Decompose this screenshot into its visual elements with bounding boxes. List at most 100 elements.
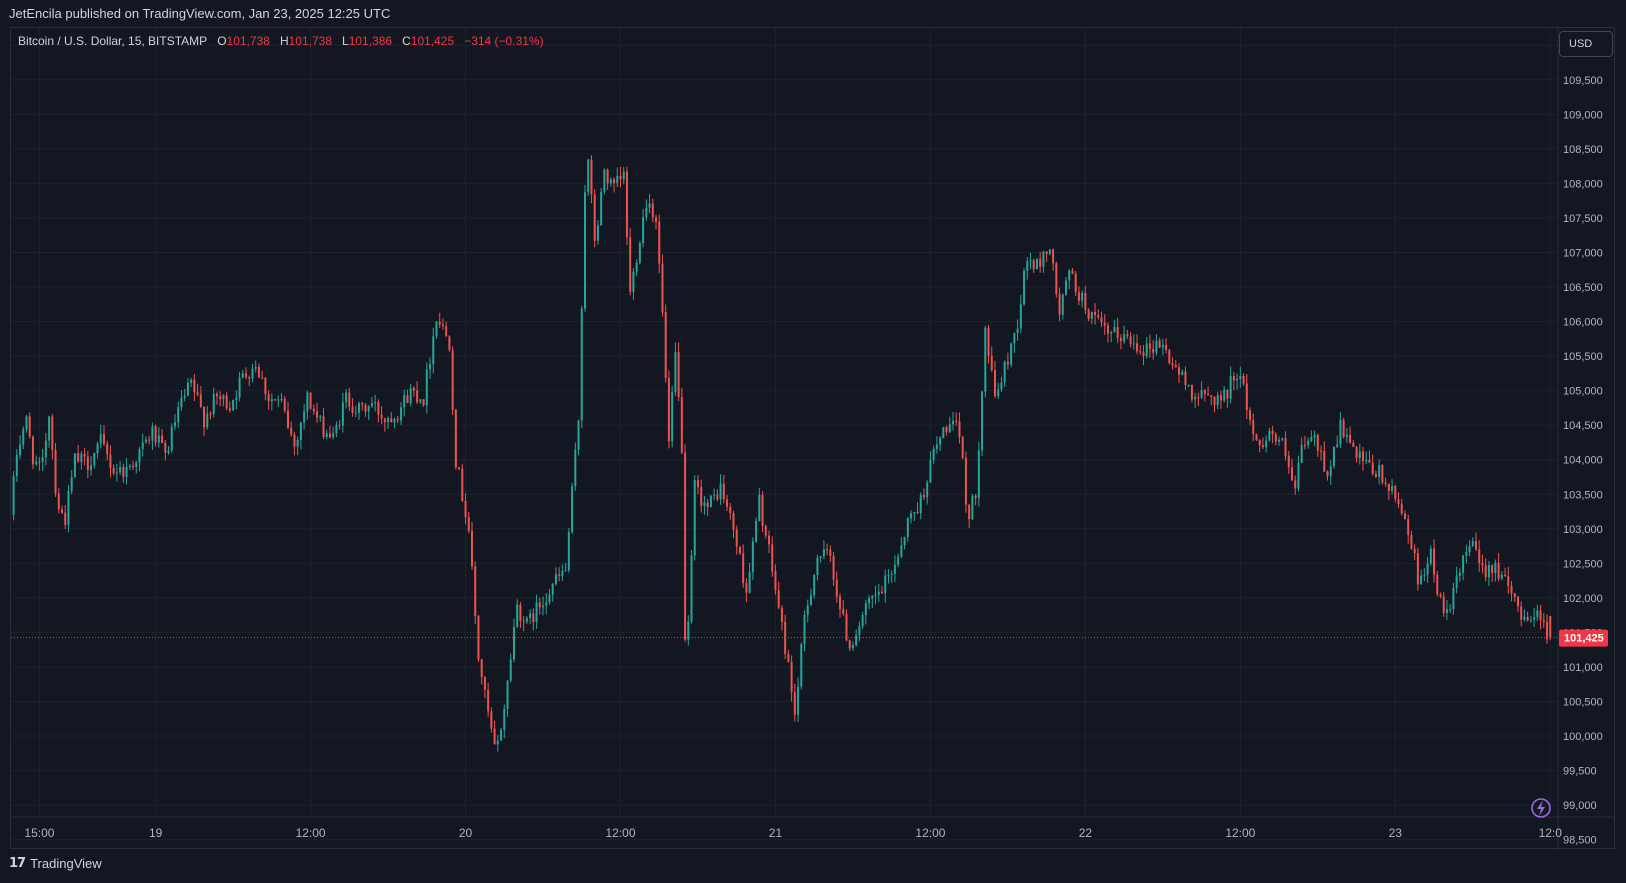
- candle-body: [1242, 375, 1245, 384]
- candle-body: [1236, 378, 1239, 381]
- chart-panel[interactable]: [10, 27, 1615, 849]
- candle: [1006, 352, 1009, 370]
- candle: [1516, 595, 1519, 612]
- candle-body: [106, 443, 109, 455]
- candle: [548, 588, 551, 605]
- candle-body: [864, 603, 867, 616]
- candle: [1362, 446, 1365, 471]
- candle: [493, 720, 496, 745]
- candle: [503, 704, 506, 739]
- candle-body: [122, 467, 125, 478]
- candle: [1223, 386, 1226, 403]
- candle: [122, 463, 125, 484]
- candle-body: [603, 169, 606, 192]
- last-price-value: 101,425: [1564, 633, 1604, 645]
- candle: [477, 614, 480, 663]
- candle-body: [48, 416, 51, 441]
- candle-body: [522, 620, 525, 622]
- candle: [28, 412, 31, 439]
- candle-body: [280, 398, 283, 400]
- candle: [209, 411, 212, 420]
- candle: [1126, 329, 1129, 340]
- candle: [993, 360, 996, 399]
- candle: [374, 394, 377, 412]
- candle-body: [829, 549, 832, 556]
- candle-body: [1429, 548, 1432, 564]
- candle: [1229, 366, 1232, 404]
- candle-body: [1158, 340, 1161, 348]
- candle: [1497, 553, 1500, 582]
- candle-body: [270, 399, 273, 402]
- candle-body: [1003, 361, 1006, 383]
- candle: [270, 393, 273, 411]
- candle-body: [700, 487, 703, 506]
- candle-body: [981, 391, 984, 451]
- candle-body: [629, 237, 632, 292]
- candle-body: [1019, 304, 1022, 329]
- candle: [1487, 561, 1490, 587]
- candle: [880, 585, 883, 595]
- low-value: 101,386: [348, 34, 393, 48]
- candle-body: [474, 566, 477, 616]
- candle-body: [716, 494, 719, 500]
- candle: [380, 406, 383, 425]
- candle: [671, 385, 674, 448]
- candle-body: [1310, 437, 1313, 441]
- candle: [1458, 568, 1461, 582]
- candle-body: [916, 511, 919, 514]
- candle: [86, 450, 89, 479]
- candle-body: [1297, 462, 1300, 489]
- candle-body: [1177, 367, 1180, 375]
- candle-body: [745, 583, 748, 593]
- candle-body: [1491, 564, 1494, 573]
- candle: [335, 421, 338, 438]
- candle-body: [1052, 249, 1055, 264]
- candle: [1313, 430, 1316, 447]
- candle-body: [348, 392, 351, 407]
- candle-body: [144, 439, 147, 443]
- candle-body: [1252, 419, 1255, 435]
- candle: [858, 621, 861, 642]
- candle-body: [312, 408, 315, 412]
- candle: [128, 463, 131, 470]
- tradingview-logo[interactable]: 17 TradingView: [9, 856, 102, 871]
- candle-body: [1423, 574, 1426, 576]
- candle: [225, 392, 228, 411]
- candle: [1484, 558, 1487, 582]
- candle: [774, 564, 777, 595]
- candle: [961, 435, 964, 460]
- candle-body: [1106, 325, 1109, 334]
- candle: [1081, 290, 1084, 308]
- candle-body: [500, 729, 503, 741]
- candle: [777, 581, 780, 610]
- candle: [480, 658, 483, 685]
- candle: [135, 460, 138, 474]
- lightning-icon[interactable]: [1531, 798, 1551, 818]
- candle: [238, 371, 241, 402]
- candle-body: [15, 455, 18, 476]
- candle-body: [1403, 513, 1406, 520]
- candle-body: [771, 544, 774, 572]
- candle-body: [1507, 576, 1510, 586]
- candle-body: [1103, 322, 1106, 326]
- candle-body: [51, 416, 54, 451]
- candle-body: [115, 472, 118, 474]
- candle-body: [503, 708, 506, 730]
- currency-button[interactable]: USD: [1559, 31, 1613, 57]
- candle-body: [735, 529, 738, 547]
- candle-body: [964, 457, 967, 505]
- candle: [248, 375, 251, 387]
- candle-body: [1384, 482, 1387, 484]
- candle: [22, 426, 25, 450]
- symbol-name[interactable]: Bitcoin / U.S. Dollar, 15, BITSTAMP: [18, 34, 208, 48]
- candle-body: [952, 420, 955, 425]
- candle-body: [571, 486, 574, 532]
- candle-body: [935, 444, 938, 449]
- candle-body: [868, 598, 871, 604]
- candle-body: [1258, 440, 1261, 446]
- candle: [738, 546, 741, 556]
- candle-body: [309, 392, 312, 409]
- y-tick-label: 105,000: [1563, 386, 1603, 398]
- y-tick-label: 105,500: [1563, 351, 1603, 363]
